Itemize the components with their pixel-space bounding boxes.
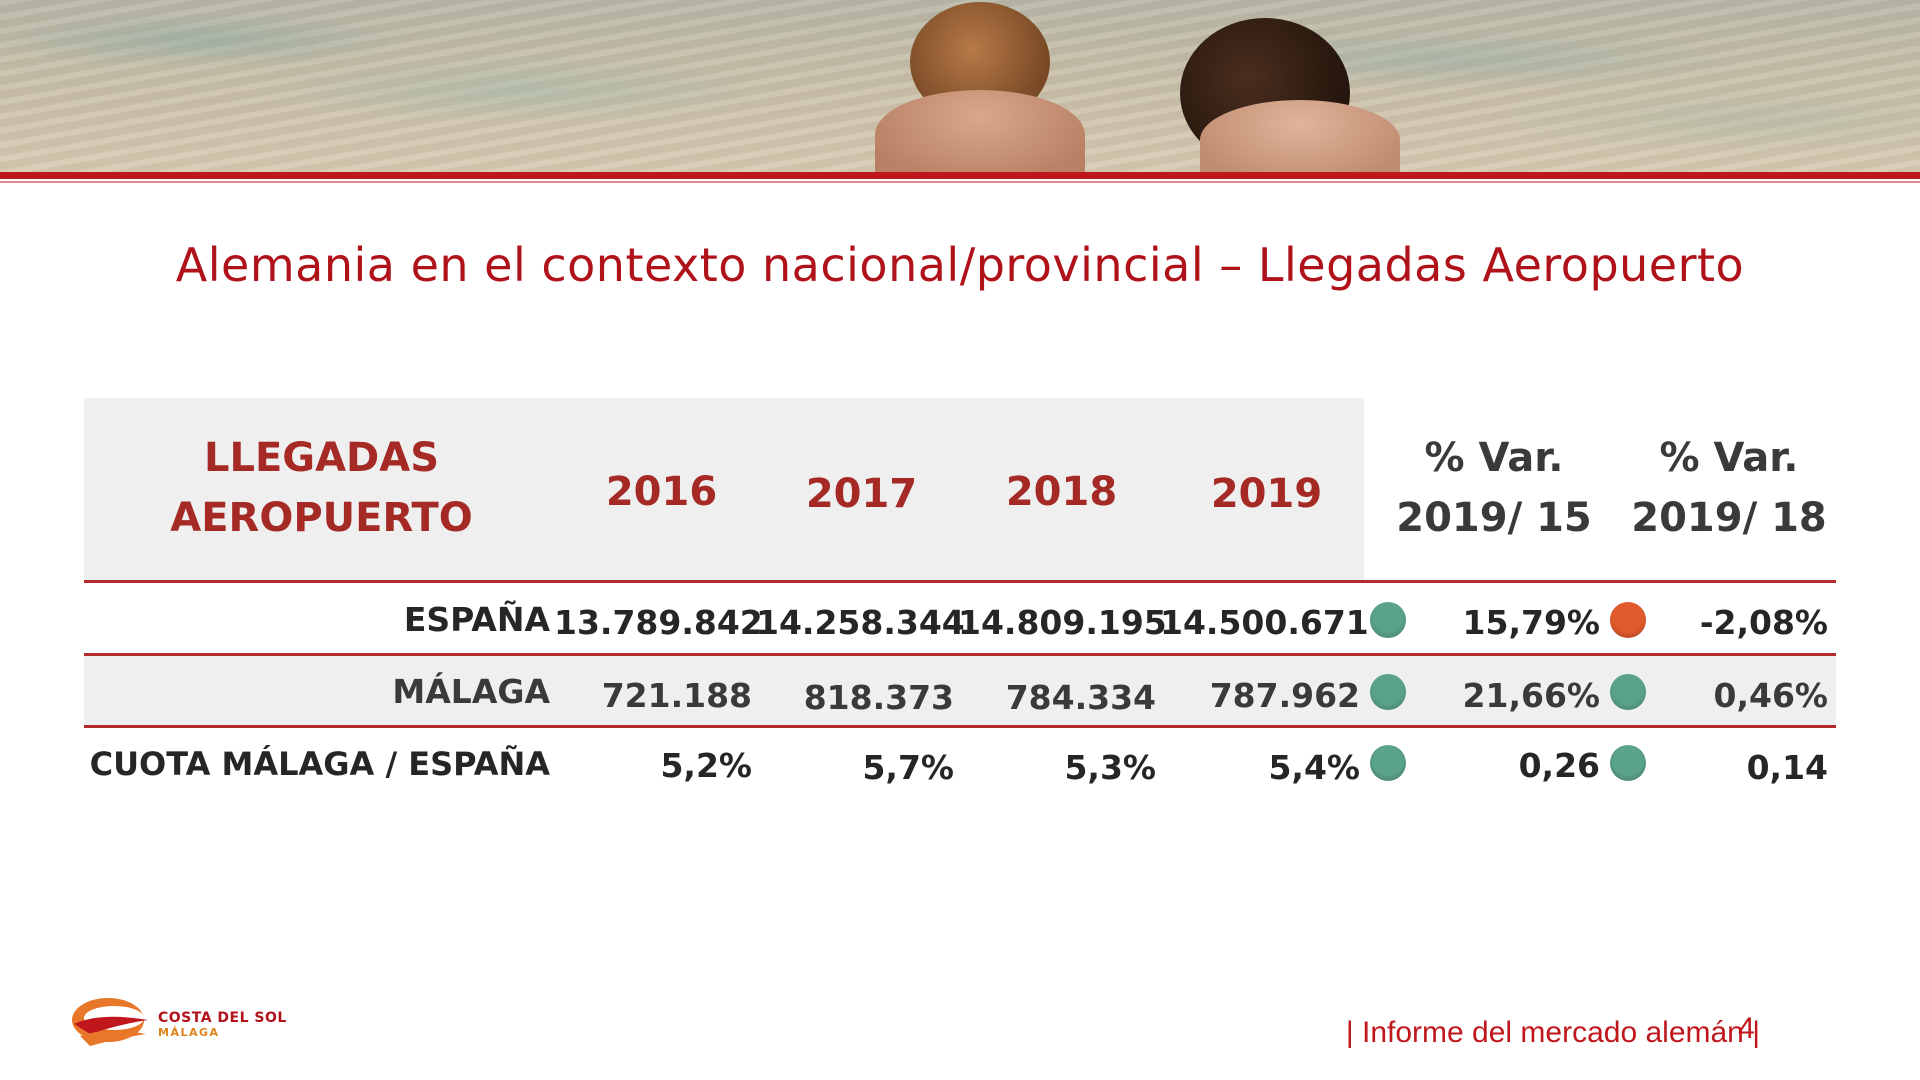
row-cuota-2019: 5,4% [1268,748,1360,787]
row-espana-2016: 13.789.842 [554,603,763,642]
row-malaga-var2: 0,46% [1713,676,1829,715]
row-espana-var1: 15,79% [1462,603,1600,642]
row-espana-2019: 14.500.671 [1160,603,1369,642]
header-year-2018: 2018 [1005,469,1118,515]
row-espana-2018: 14.809.195 [958,603,1167,642]
row-malaga-2017: 818.373 [803,678,954,717]
row-rule-1 [84,653,1836,656]
row-cuota-2018: 5,3% [1064,748,1156,787]
header-var2-line1: % Var. [1659,435,1799,481]
table-header-background [84,398,1364,580]
row-cuota-label: CUOTA MÁLAGA / ESPAÑA [89,745,550,783]
row-cuota-var1: 0,26 [1518,746,1600,785]
row-malaga-background [84,656,1836,725]
child-girl [1180,0,1420,172]
row-malaga-var1: 21,66% [1462,676,1600,715]
footer-report-title: | Informe del mercado alemán | [1345,1016,1760,1049]
header-var1-line2: 2019/ 15 [1396,495,1592,541]
row-rule-2 [84,725,1836,728]
header-rule [84,580,1836,583]
header-label-line1: LLEGADAS [203,435,440,481]
row-malaga-label: MÁLAGA [392,672,550,711]
row-espana-var1-indicator-icon [1370,602,1406,638]
child-boy [870,0,1090,172]
row-cuota-2016: 5,2% [660,746,752,785]
logo-line2: MÁLAGA [158,1026,220,1039]
row-espana-2017: 14.258.344 [756,603,965,642]
row-malaga-var1-indicator-icon [1370,674,1406,710]
header-year-2019: 2019 [1210,471,1323,517]
row-cuota-2017: 5,7% [862,748,954,787]
header-year-2017: 2017 [805,471,918,517]
row-cuota-var2-indicator-icon [1610,745,1646,781]
row-cuota-var1-indicator-icon [1370,745,1406,781]
row-espana-var2-indicator-icon [1610,602,1646,638]
row-cuota-var2: 0,14 [1746,748,1828,787]
page-title: Alemania en el contexto nacional/provinc… [175,238,1745,292]
header-rule-thin [0,181,1920,183]
row-espana-var2: -2,08% [1699,603,1828,642]
costa-del-sol-logo-icon [72,998,148,1046]
header-rule [0,172,1920,179]
page-number: 4 [1738,1012,1755,1045]
row-malaga-var2-indicator-icon [1610,674,1646,710]
header-var-2019-18: % Var. 2019/ 18 [1614,428,1844,548]
header-photo [0,0,1920,172]
logo-text: COSTA DEL SOL MÁLAGA [158,1010,287,1039]
row-malaga-2019: 787.962 [1209,676,1360,715]
header-label-line2: AEROPUERTO [170,495,473,541]
header-label: LLEGADAS AEROPUERTO [84,428,559,548]
row-espana-label: ESPAÑA [403,600,550,639]
row-malaga-2018: 784.334 [1005,678,1156,717]
logo-line1: COSTA DEL SOL [158,1010,287,1026]
header-year-2016: 2016 [605,469,718,515]
header-var-2019-15: % Var. 2019/ 15 [1379,428,1609,548]
header-var2-line2: 2019/ 18 [1631,495,1827,541]
row-malaga-2016: 721.188 [601,676,752,715]
header-var1-line1: % Var. [1424,435,1564,481]
